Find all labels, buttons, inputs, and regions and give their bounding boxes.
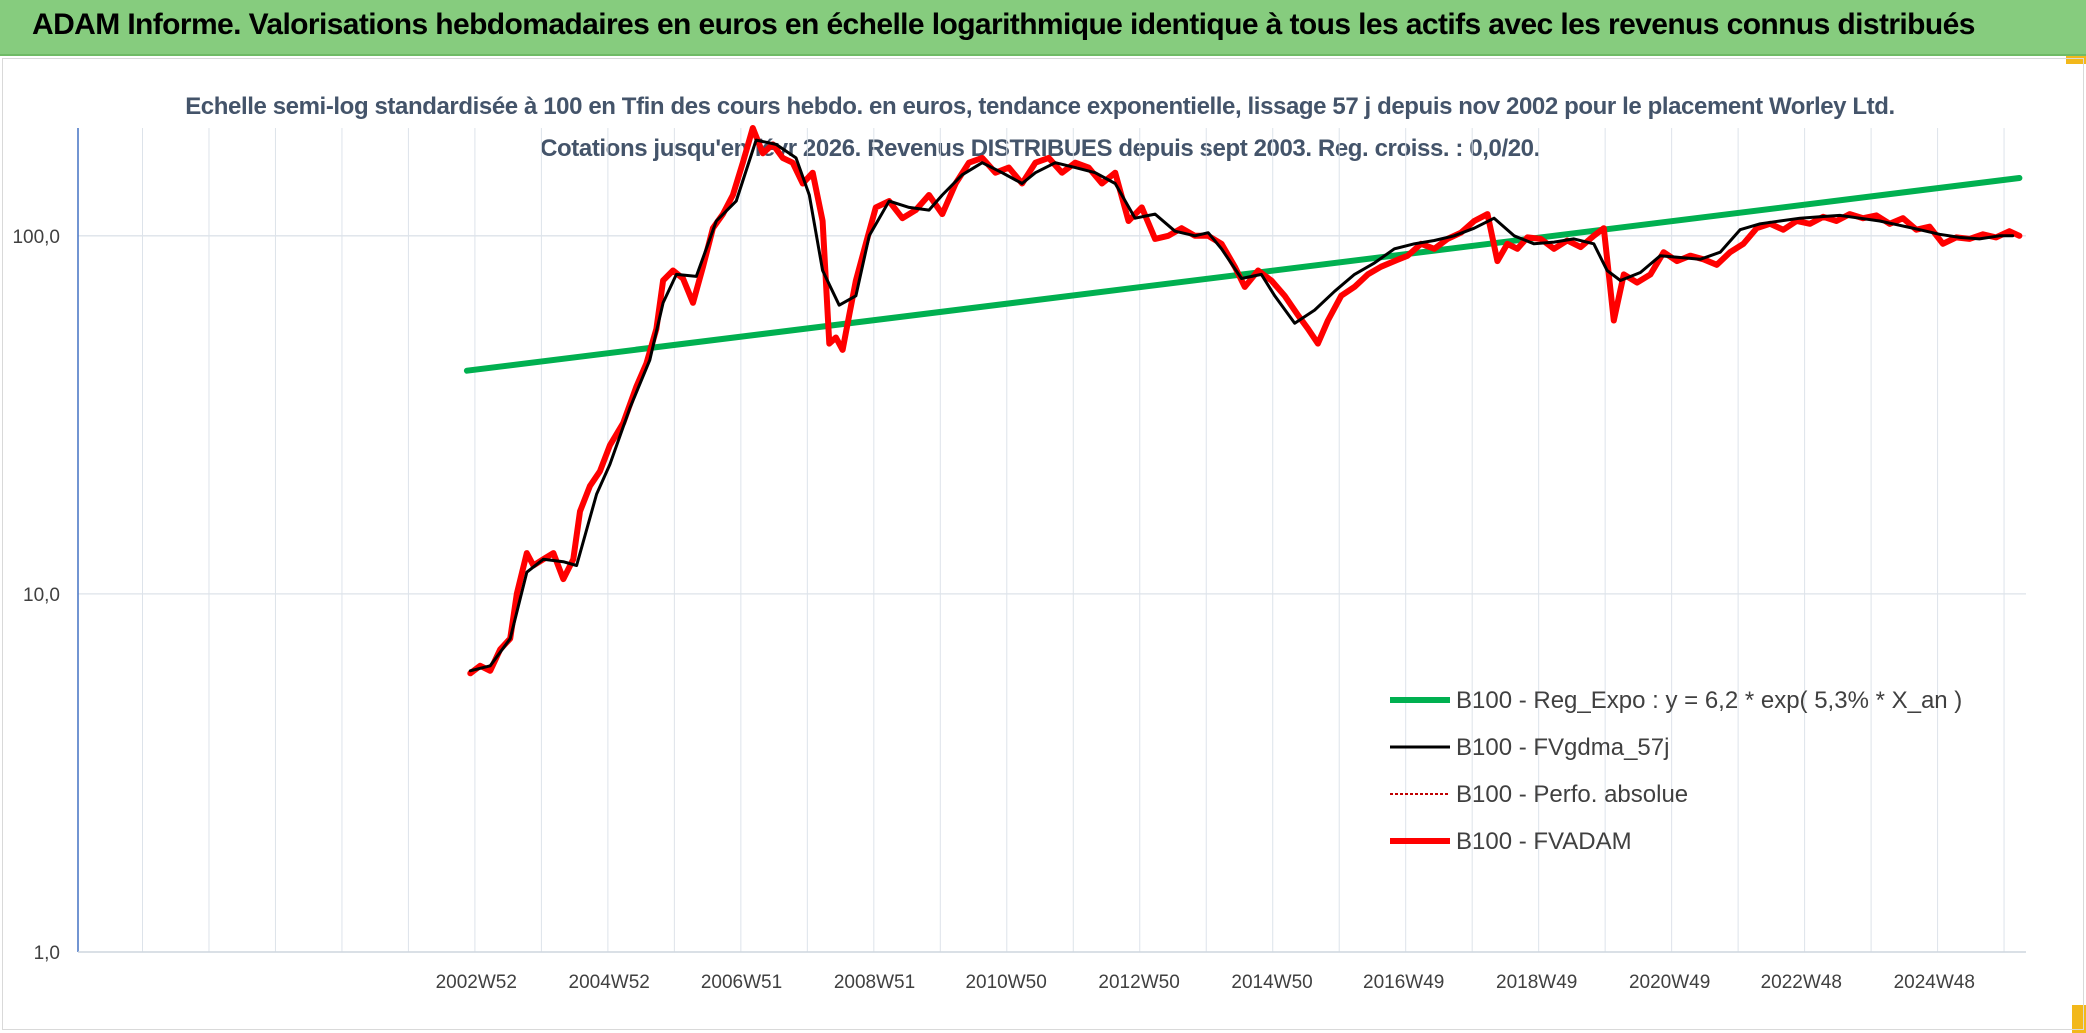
x-tick-label: 2024W48 <box>1894 972 1975 993</box>
x-tick-label: 2004W52 <box>569 972 650 993</box>
y-tick-label: 1,0 <box>34 943 60 964</box>
y-tick-label: 10,0 <box>23 585 60 606</box>
x-tick-label: 2022W48 <box>1761 972 1842 993</box>
series-line-1 <box>468 138 2015 673</box>
legend-label: B100 - Perfo. absolue <box>1456 781 1688 808</box>
chart-title: Echelle semi-log standardisée à 100 en T… <box>185 93 1895 162</box>
chart-frame <box>2 58 2084 1030</box>
x-tick-label: 2018W49 <box>1496 972 1577 993</box>
y-tick-label: 100,0 <box>12 227 60 248</box>
series-line-3 <box>467 125 2023 677</box>
corner-marker-bottom-right <box>2072 1005 2086 1033</box>
x-tick-label: 2016W49 <box>1363 972 1444 993</box>
legend-label: B100 - FVADAM <box>1456 828 1632 855</box>
x-tick-label: 2012W50 <box>1098 972 1179 993</box>
x-tick-label: 2020W49 <box>1629 972 1710 993</box>
x-tick-label: 2014W50 <box>1231 972 1312 993</box>
x-tick-label: 2002W52 <box>436 972 517 993</box>
legend-label: B100 - Reg_Expo : y = 6,2 * exp( 5,3% * … <box>1456 687 1962 714</box>
x-tick-label: 2006W51 <box>701 972 782 993</box>
series-line-0 <box>463 175 2023 374</box>
title-bar: ADAM Informe. Valorisations hebdomadaire… <box>0 0 2086 56</box>
page-title: ADAM Informe. Valorisations hebdomadaire… <box>32 8 1975 41</box>
x-tick-label: 2008W51 <box>834 972 915 993</box>
x-tick-label: 2010W50 <box>965 972 1046 993</box>
legend-label: B100 - FVgdma_57j <box>1456 734 1669 761</box>
